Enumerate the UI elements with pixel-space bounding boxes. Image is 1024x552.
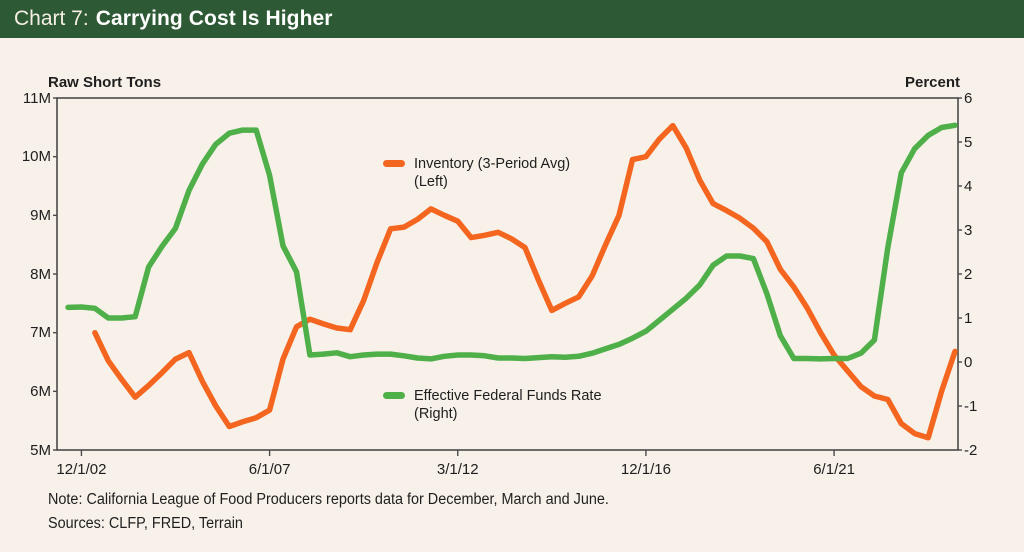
inventory-legend-line2: (Left) (414, 174, 448, 190)
right-axis-tick-3: 3 (964, 221, 973, 239)
right-axis-tick-2: 2 (964, 265, 973, 283)
left-axis-tick-9M: 9M (30, 206, 51, 224)
footnote: Note: California League of Food Producer… (48, 491, 609, 508)
right-axis-tick-5: 5 (964, 133, 973, 151)
left-axis-tick-5M: 5M (30, 441, 51, 459)
effr-legend-swatch-icon (383, 392, 405, 399)
left-axis-title: Raw Short Tons (48, 74, 162, 91)
inventory-series-line (92, 122, 958, 441)
right-axis-tick-1: 1 (964, 309, 973, 327)
right-axis-tick-0: 0 (964, 353, 973, 371)
axis-tick-marks (53, 97, 962, 456)
left-axis-tick-7M: 7M (30, 324, 51, 342)
x-axis-tick-12/1/02: 12/1/02 (56, 461, 107, 478)
left-axis-tick-8M: 8M (30, 265, 51, 283)
effr-legend-line1: Effective Federal Funds Rate (414, 388, 602, 404)
left-axis-tick-6M: 6M (30, 382, 51, 400)
x-axis-tick-6/1/07: 6/1/07 (248, 461, 291, 478)
right-axis-tick-4: 4 (964, 177, 973, 195)
left-axis-tick-11M: 11M (22, 89, 51, 107)
inventory-legend-swatch-icon (383, 160, 405, 167)
right-axis-title: Percent (904, 74, 960, 91)
chart-title: Carrying Cost Is Higher (95, 7, 333, 30)
chart-header: Chart 7: Carrying Cost Is Higher (0, 0, 1024, 38)
inventory-legend-label: Inventory (3-Period Avg) (Left) (414, 155, 570, 191)
effr-legend-line2: (Right) (414, 406, 458, 422)
inventory-legend-line1: Inventory (3-Period Avg) (414, 156, 571, 172)
right-axis-tick-6: 6 (964, 89, 973, 107)
left-axis-tick-10M: 10M (21, 148, 51, 166)
right-axis-tick--1: -1 (964, 397, 978, 415)
x-axis-tick-12/1/16: 12/1/16 (620, 461, 671, 478)
sources-line: Sources: CLFP, FRED, Terrain (48, 515, 243, 532)
chart-number-label: Chart 7: (14, 7, 89, 30)
legend-item-effr: Effective Federal Funds Rate (Right) (383, 387, 602, 423)
right-axis-tick--2: -2 (964, 441, 978, 459)
effr-legend-label: Effective Federal Funds Rate (Right) (414, 387, 602, 423)
x-axis-tick-3/1/12: 3/1/12 (436, 461, 479, 478)
effr-series-line (65, 122, 958, 362)
legend-item-inventory: Inventory (3-Period Avg) (Left) (383, 155, 570, 191)
x-axis-tick-6/1/21: 6/1/21 (813, 461, 855, 478)
